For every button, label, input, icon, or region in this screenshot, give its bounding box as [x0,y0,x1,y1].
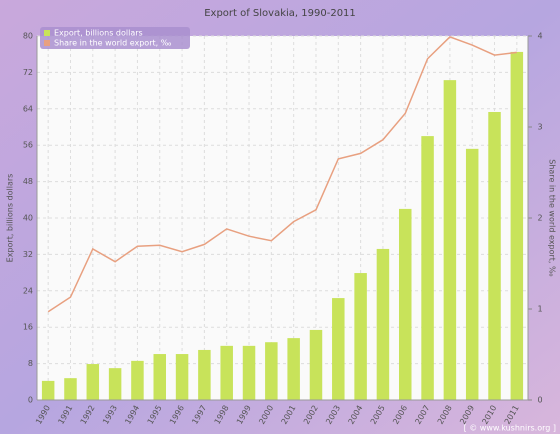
y-tick-label: 72 [23,68,33,77]
bar [242,345,256,400]
bar [443,80,457,400]
bar [131,360,144,400]
y-tick-label: 24 [23,286,33,295]
legend-swatch [44,40,50,46]
y2-tick-label: 3 [537,123,542,132]
bar [198,349,211,400]
bar [421,136,434,400]
y-tick-label: 40 [23,214,33,223]
y-tick-label: 16 [23,323,33,332]
y2-tick-label: 2 [537,214,542,223]
bar [488,111,501,401]
bar [220,345,233,400]
legend-label: Export, billions dollars [54,29,143,38]
bar [86,364,100,400]
y2-tick-label: 4 [537,32,542,41]
bar [376,248,390,400]
y-tick-label: 8 [28,359,33,368]
bar [309,329,323,400]
bar [354,273,367,400]
y2-tick-label: 1 [537,305,542,314]
legend-box [40,27,190,49]
legend-label: Share in the world export, ‰ [54,39,172,48]
bar [175,354,189,400]
bar [332,298,345,400]
legend-swatch [44,30,50,36]
y2-tick-label: 0 [537,396,542,405]
line-series [47,36,517,313]
chart-title: Export of Slovakia, 1990-2011 [204,8,356,19]
bar [64,378,77,400]
bar [510,51,524,401]
bar [108,368,122,400]
bar [287,338,300,400]
credit: [ © www.kushnirs.org ] [464,424,556,433]
y-tick-label: 64 [23,104,33,113]
y-axis-label: Export, billions dollars [6,174,15,263]
y-tick-label: 32 [23,250,33,259]
y2-axis-label: Share in the world export, ‰ [548,159,557,277]
bar [265,342,278,400]
bar [465,148,479,400]
bar [41,380,55,400]
bar [399,208,412,400]
bar [153,354,166,400]
y-tick-label: 80 [23,32,33,41]
y-tick-label: 56 [23,141,33,150]
y-tick-label: 0 [28,396,33,405]
y-tick-label: 48 [23,177,33,186]
